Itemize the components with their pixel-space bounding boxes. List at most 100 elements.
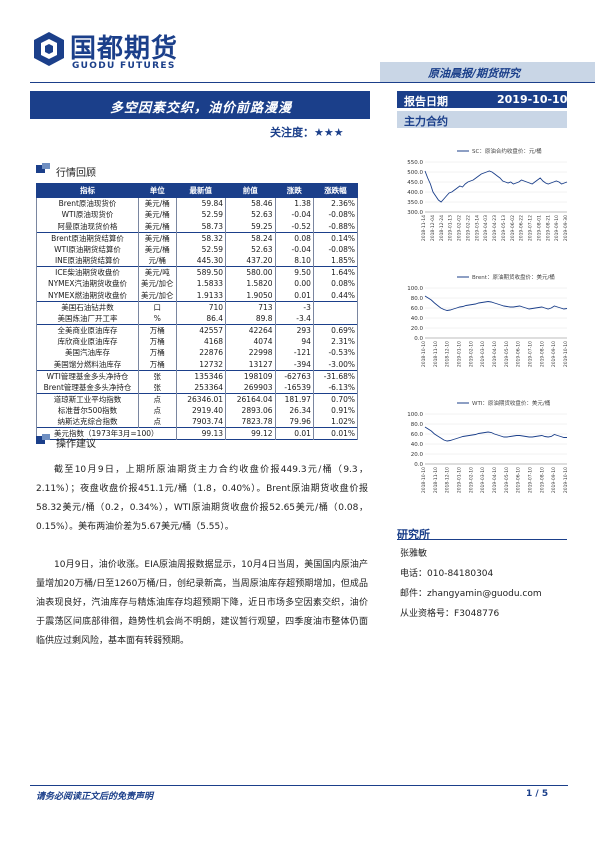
table-cell: -0.88% — [312, 220, 359, 232]
research-title: 研究所 — [397, 528, 430, 541]
table-cell: 13127 — [225, 358, 276, 370]
table-cell: 26.34 — [274, 404, 314, 416]
table-cell: 89.8 — [225, 312, 276, 324]
table-row: NYMEX燃油期货收盘价 美元/加仑 1.9133 1.9050 0.01 0.44% — [36, 289, 359, 301]
y-tick-label: 80.0 — [411, 422, 424, 428]
table-cell: 58.32 — [175, 231, 227, 244]
x-tick-label: 2019-06-10 — [516, 341, 522, 367]
table-cell: 181.97 — [274, 392, 314, 405]
header-band — [380, 62, 595, 82]
table-cell: -0.52 — [274, 220, 314, 232]
x-tick-label: 2019-04-03 — [483, 215, 489, 241]
table-row: WTI原油现货价 美元/桶 52.59 52.63 -0.04 -0.08% — [36, 209, 359, 221]
x-tick-label: 2019-03-10 — [480, 467, 486, 493]
table-cell: 8.10 — [274, 255, 314, 267]
x-tick-label: 2019-08-10 — [539, 467, 545, 493]
email-value[interactable]: zhangyamin@guodu.com — [427, 589, 542, 599]
table-cell: 0.01 — [274, 427, 314, 440]
table-cell: Brent管理基金多头净持仓 — [36, 381, 139, 393]
table-cell: 99.12 — [225, 427, 276, 440]
y-tick-label: 40.0 — [411, 316, 424, 322]
table-header-cell: 最新值 — [175, 183, 227, 198]
x-tick-label: 2019-09-10 — [554, 215, 560, 241]
x-tick-label: 2019-02-10 — [468, 467, 474, 493]
table-cell: 点 — [138, 416, 177, 428]
x-tick-label: 2019-08-01 — [536, 215, 542, 241]
legend-label: SC：原油合约收盘价：元/桶 — [472, 147, 542, 155]
table-header-row: 指标 单位 最新值 前值 涨跌 涨跌幅 — [36, 183, 359, 198]
table-cell: WTI原油现货价 — [36, 209, 139, 221]
x-tick-label: 2019-09-10 — [551, 341, 557, 367]
table-cell: 52.63 — [225, 243, 276, 255]
table-cell: WTI管理基金多头净持仓 — [36, 369, 139, 382]
x-tick-label: 2018-11-10 — [433, 467, 439, 493]
date-label: 报告日期 — [404, 95, 448, 108]
x-tick-label: 2019-05-13 — [501, 215, 507, 241]
x-tick-label: 2019-05-10 — [504, 341, 510, 367]
table-cell: 万桶 — [138, 323, 177, 336]
chart-sc-close: SC：原油合约收盘价：元/桶 550.0 500.0 450.0 400.0 350.0 3… — [407, 147, 569, 241]
x-tick-label: 2019-01-10 — [457, 467, 463, 493]
y-tick-label: 20.0 — [411, 326, 424, 332]
table-row: 纳斯达克综合指数点 7903.74 7823.78 79.96 1.02% — [36, 416, 359, 428]
table-cell: 22876 — [175, 347, 227, 359]
x-tick-label: 2018-12-10 — [445, 467, 451, 493]
table-cell: Brent原油现货价 — [36, 197, 139, 209]
table-cell: % — [138, 312, 177, 324]
table-row: ICE柴油期货收盘价 美元/吨 589.50 580.00 9.50 1.64% — [36, 266, 359, 278]
x-tick-label: 2019-04-10 — [492, 467, 498, 493]
x-tick-label: 2019-07-10 — [528, 341, 534, 367]
section-icon — [36, 434, 50, 444]
table-cell — [312, 300, 359, 313]
table-cell: 22998 — [225, 347, 276, 359]
attention-rating: 关注度：★★★ — [270, 124, 344, 140]
table-cell: -0.04 — [274, 209, 314, 221]
y-tick-label: 350.0 — [407, 200, 423, 206]
table-cell: 710 — [175, 300, 227, 313]
analyst-license: 从业资格号：F3048776 — [400, 606, 499, 619]
y-tick-label: 0.0 — [414, 336, 423, 342]
table-cell: 万桶 — [138, 358, 177, 370]
section-market-review: 行情回顾 — [56, 168, 96, 179]
footer-disclaimer: 请务必阅读正文后的免责声明 — [36, 792, 154, 802]
x-tick-label: 2019-09-30 — [563, 215, 569, 241]
table-cell: 2.31% — [312, 335, 359, 347]
table-cell: -0.08% — [312, 209, 359, 221]
y-tick-label: 60.0 — [411, 432, 424, 438]
table-row: 标准普尔500指数点 2919.40 2893.06 26.34 0.91% — [36, 404, 359, 416]
x-tick-label: 2019-01-10 — [457, 341, 463, 367]
series-line — [424, 170, 568, 203]
x-tick-label: 2019-08-21 — [545, 215, 551, 241]
table-cell: -31.68% — [312, 369, 359, 382]
table-row: 阿曼原油现货价格 美元/桶 58.73 59.25 -0.52 -0.88% — [36, 220, 359, 232]
table-cell: 美元/加仑 — [138, 289, 177, 301]
table-cell: 库欣商业原油库存 — [36, 335, 139, 347]
table-header-cell: 前值 — [225, 183, 276, 198]
table-cell: 135346 — [175, 369, 227, 382]
table-cell: 198109 — [225, 369, 276, 382]
table-header-cell: 单位 — [138, 183, 177, 198]
table-cell: 0.01 — [274, 289, 314, 301]
table-cell: 美国炼油厂开工率 — [36, 312, 139, 324]
table-cell: 1.02% — [312, 416, 359, 428]
x-tick-label: 2019-06-22 — [519, 215, 525, 241]
table-cell: 张 — [138, 369, 177, 382]
chart-brent-close: Brent：原油期货收盘价：美元/桶 100.0 80.0 60.0 40.0 20.0 0… — [407, 273, 569, 367]
table-cell: 点 — [138, 404, 177, 416]
table-cell: 1.5833 — [175, 278, 227, 290]
y-tick-label: 40.0 — [411, 442, 424, 448]
page-number: 1 / 5 — [526, 789, 549, 799]
table-cell: 张 — [138, 381, 177, 393]
table-cell: -0.08% — [312, 243, 359, 255]
series-line — [424, 295, 568, 311]
table-cell: 52.59 — [175, 209, 227, 221]
x-tick-label: 2019-10-10 — [563, 341, 569, 367]
chart-wti-close: WTI：原油期货收盘价：美元/桶 100.0 80.0 60.0 40.0 20.0 0.0… — [407, 399, 569, 493]
date-value: 2019-10-10 — [497, 93, 568, 106]
table-header-cell: 涨跌 — [274, 183, 314, 198]
research-divider — [397, 539, 567, 540]
x-tick-label: 2019-04-10 — [492, 341, 498, 367]
table-cell: 1.9050 — [225, 289, 276, 301]
table-cell: 42557 — [175, 323, 227, 336]
table-cell: 293 — [274, 323, 314, 336]
